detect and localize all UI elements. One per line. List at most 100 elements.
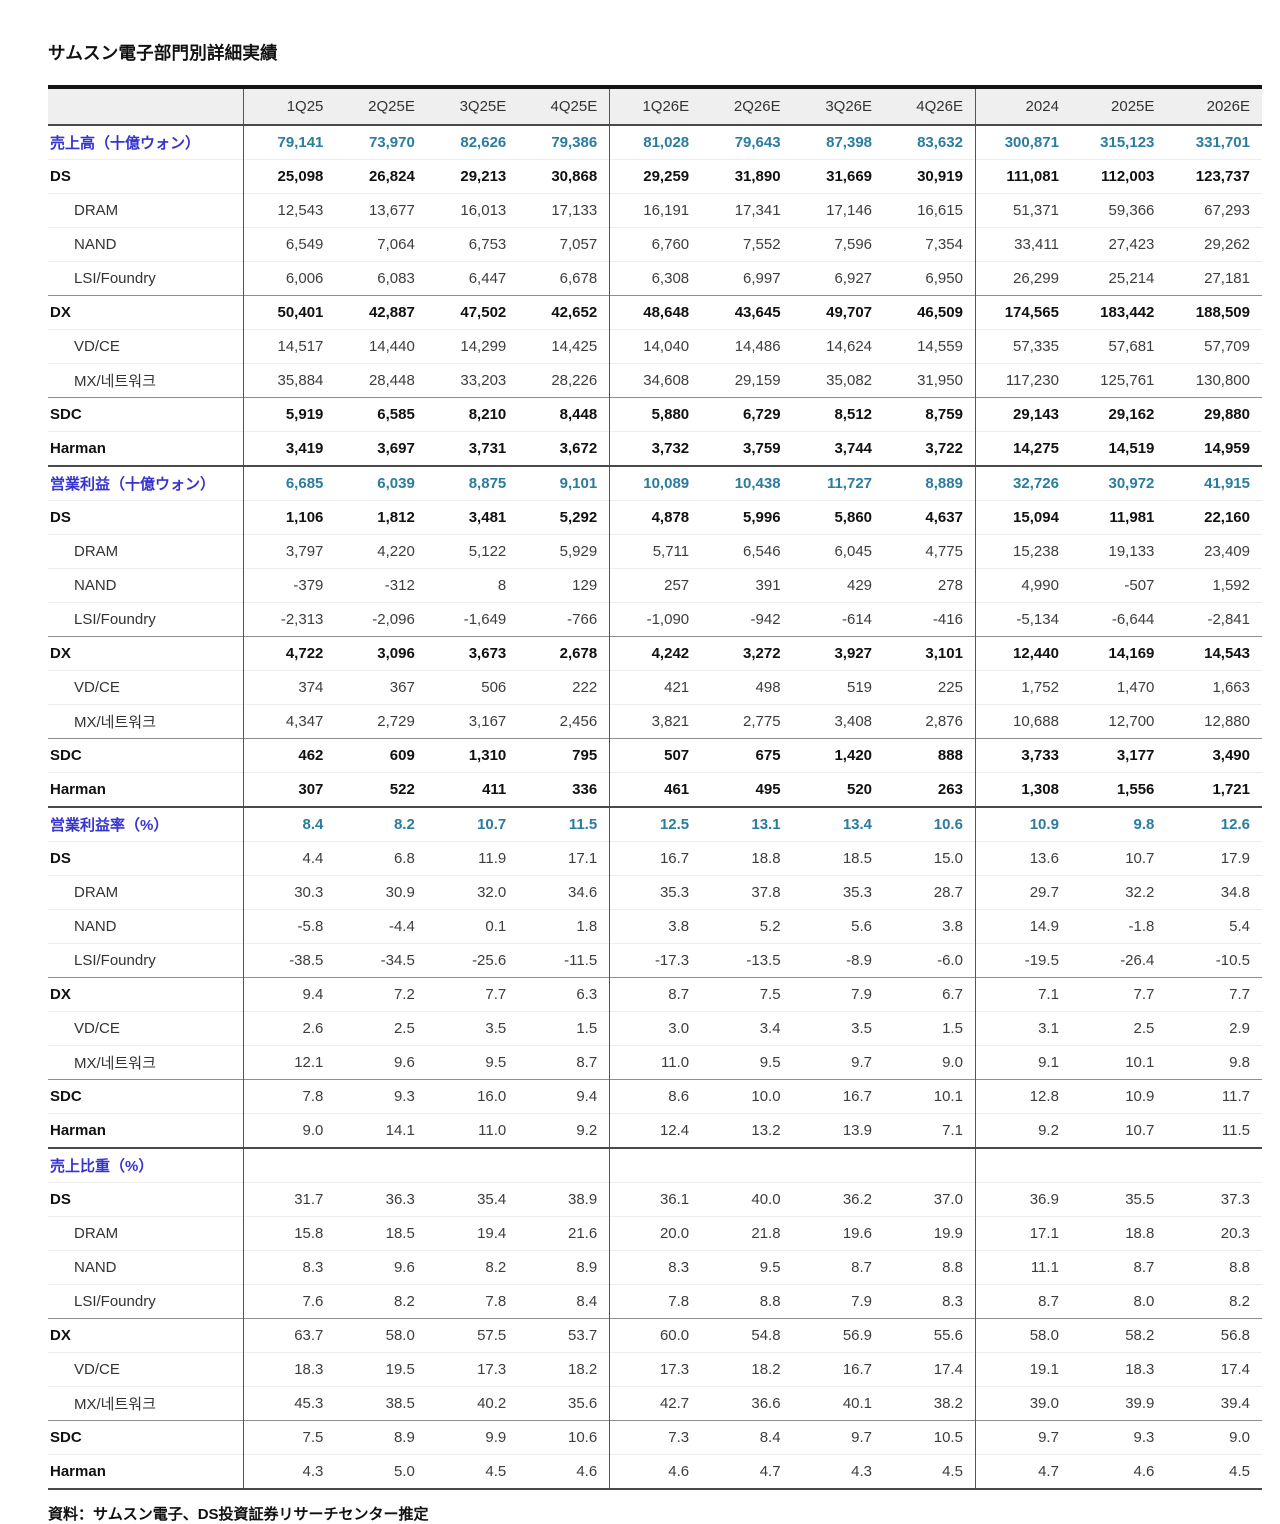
value-cell: 6,447 [426, 261, 519, 296]
value-cell: 9.7 [792, 1045, 885, 1080]
value-cell: -5,134 [975, 602, 1071, 637]
value-cell: 37.8 [701, 875, 793, 910]
value-cell: 5,929 [518, 534, 611, 569]
value-cell [518, 1147, 611, 1183]
value-cell: 8.4 [243, 806, 336, 842]
value-cell: 5,880 [609, 397, 702, 432]
value-cell: 1,106 [243, 500, 336, 535]
value-cell: 50,401 [243, 295, 336, 330]
value-cell: 7.1 [975, 977, 1071, 1012]
value-cell: 9.2 [518, 1113, 611, 1148]
value-cell: 36.2 [792, 1182, 885, 1217]
value-cell: 8,210 [426, 397, 519, 432]
value-cell: 4,722 [243, 636, 336, 671]
value-cell: 9.5 [701, 1045, 793, 1080]
value-cell: 13.4 [792, 806, 885, 842]
value-cell: 6,997 [701, 261, 793, 296]
value-cell: 14,425 [518, 329, 611, 364]
value-cell: 795 [518, 738, 611, 773]
table-row: 営業利益（十億ウォン） 6,685 6,039 8,875 9,101 10,089 10,… [48, 465, 1262, 501]
value-cell: 3.8 [609, 909, 702, 944]
value-cell: 56.8 [1166, 1318, 1262, 1353]
row-label: VD/CE [48, 1352, 245, 1387]
value-cell: 21.8 [701, 1216, 793, 1251]
source-note: 資料：サムスン電子、DS投資証券リサーチセンター推定 [48, 1506, 429, 1523]
value-cell: 4.3 [243, 1454, 336, 1489]
value-cell: 111,081 [975, 159, 1071, 194]
value-cell [884, 1147, 976, 1183]
row-label: MX/네트워크 [48, 1386, 245, 1421]
value-cell: 57,681 [1070, 329, 1167, 364]
value-cell: 12,543 [243, 193, 336, 228]
row-label-header [48, 87, 245, 126]
value-cell: 37.0 [884, 1182, 976, 1217]
value-cell: 374 [243, 670, 336, 705]
value-cell: 11.0 [609, 1045, 702, 1080]
table-row: DS 31.7 36.3 35.4 38.9 36.1 40.0 36.2 37.0 36.9 35… [48, 1182, 1262, 1217]
value-cell: 5.6 [792, 909, 885, 944]
value-cell: 12.4 [609, 1113, 702, 1148]
value-cell: 38.9 [518, 1182, 611, 1217]
table-row: SDC 7.5 8.9 9.9 10.6 7.3 8.4 9.7 10.5 9.7 9.3 9.0 [48, 1420, 1262, 1455]
value-cell: 6,549 [243, 227, 336, 262]
value-cell: 6.3 [518, 977, 611, 1012]
value-cell: 9.1 [975, 1045, 1071, 1080]
table-row: NAND 8.3 9.6 8.2 8.9 8.3 9.5 8.7 8.8 11.1 8.7 8.8 [48, 1250, 1262, 1285]
value-cell: 3,673 [426, 636, 519, 671]
row-label: DRAM [48, 193, 245, 228]
table-row: 売上高（十億ウォン） 79,141 73,970 82,626 79,386 81,028… [48, 124, 1262, 160]
value-cell: 31,890 [701, 159, 793, 194]
value-cell: 57,335 [975, 329, 1071, 364]
value-cell: 10,688 [975, 704, 1071, 739]
value-cell: 7.7 [1070, 977, 1167, 1012]
value-cell: 6,585 [335, 397, 427, 432]
value-cell: 3.0 [609, 1011, 702, 1046]
value-cell: 40.0 [701, 1182, 793, 1217]
value-cell: 14,543 [1166, 636, 1262, 671]
value-cell: 4,990 [975, 568, 1071, 603]
value-cell: 336 [518, 772, 611, 807]
value-cell: 8.6 [609, 1079, 702, 1114]
value-cell: 123,737 [1166, 159, 1262, 194]
value-cell: 9.6 [335, 1250, 427, 1285]
value-cell: 29,259 [609, 159, 702, 194]
value-cell: 174,565 [975, 295, 1071, 330]
value-cell: 6,729 [701, 397, 793, 432]
value-cell: 17.3 [609, 1352, 702, 1387]
value-cell: 16.7 [609, 841, 702, 876]
value-cell: 16.0 [426, 1079, 519, 1114]
results-table: 1Q25 2Q25E 3Q25E 4Q25E 1Q26E 2Q26E 3Q26E 4Q26E 2… [48, 85, 1262, 1490]
value-cell: 5,860 [792, 500, 885, 535]
value-cell: -766 [518, 602, 611, 637]
column-header-4q25e: 4Q25E [518, 87, 611, 126]
row-label: NAND [48, 568, 245, 603]
value-cell: 7,552 [701, 227, 793, 262]
value-cell: 19.1 [975, 1352, 1071, 1387]
value-cell: 7.8 [609, 1284, 702, 1319]
value-cell: 2,775 [701, 704, 793, 739]
row-label: NAND [48, 909, 245, 944]
value-cell: 57,709 [1166, 329, 1262, 364]
value-cell: 5,122 [426, 534, 519, 569]
value-cell: 10.5 [884, 1420, 976, 1455]
value-cell: 225 [884, 670, 976, 705]
value-cell: 9.4 [243, 977, 336, 1012]
value-cell: 32.2 [1070, 875, 1167, 910]
value-cell: 8.7 [609, 977, 702, 1012]
value-cell: 18.3 [243, 1352, 336, 1387]
value-cell: 16.7 [792, 1079, 885, 1114]
row-label: VD/CE [48, 329, 245, 364]
value-cell: 58.0 [975, 1318, 1071, 1353]
value-cell: 307 [243, 772, 336, 807]
value-cell: 8,512 [792, 397, 885, 432]
value-cell: 12.1 [243, 1045, 336, 1080]
value-cell: 8.8 [1166, 1250, 1262, 1285]
column-header-2q25e: 2Q25E [335, 87, 427, 126]
value-cell: 29,162 [1070, 397, 1167, 432]
value-cell: 32.0 [426, 875, 519, 910]
value-cell: 18.5 [335, 1216, 427, 1251]
table-row: DX 63.7 58.0 57.5 53.7 60.0 54.8 56.9 55.6 58.0 58… [48, 1318, 1262, 1353]
row-label: DX [48, 977, 245, 1012]
value-cell: 9.0 [884, 1045, 976, 1080]
table-row: DS 25,098 26,824 29,213 30,868 29,259 31,890 31… [48, 159, 1262, 194]
